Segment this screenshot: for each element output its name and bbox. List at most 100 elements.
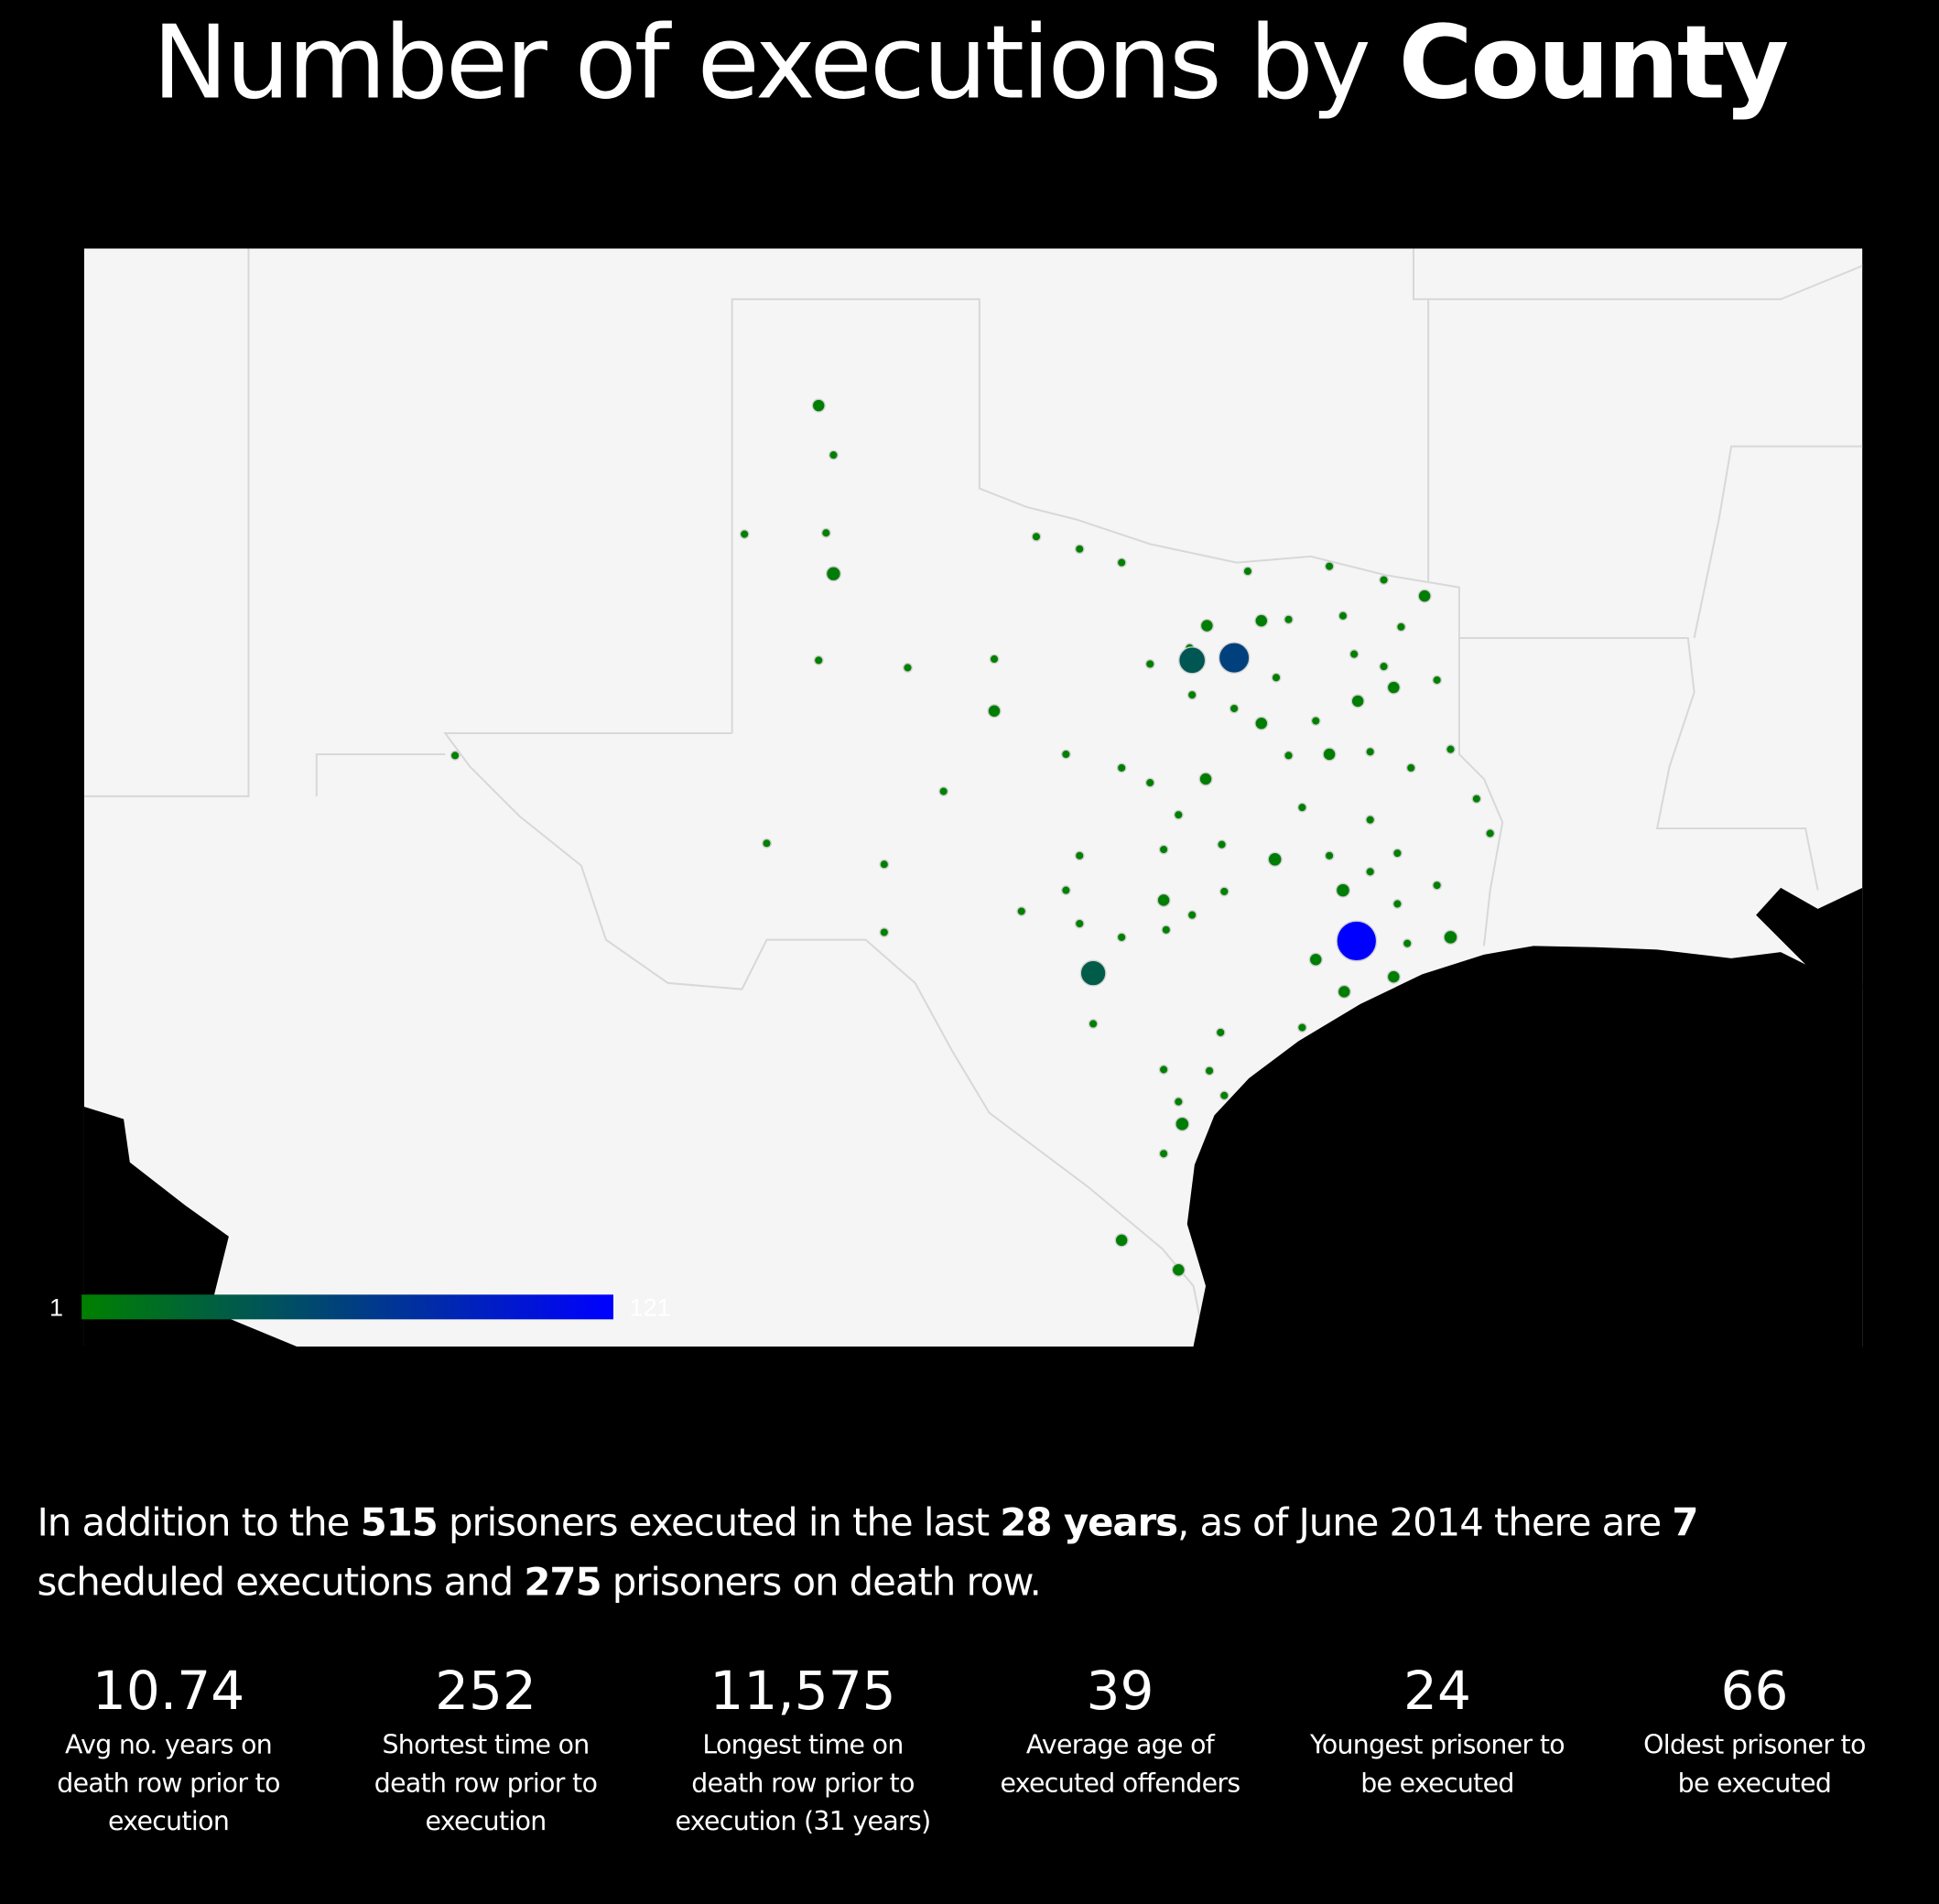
- county-marker[interactable]: [1254, 613, 1269, 628]
- county-marker[interactable]: [1296, 802, 1307, 813]
- county-marker[interactable]: [1175, 1116, 1190, 1131]
- county-marker[interactable]: [1158, 1148, 1169, 1159]
- legend-gradient-bar: [81, 1294, 613, 1320]
- county-marker[interactable]: [1079, 959, 1107, 987]
- county-marker[interactable]: [1204, 1066, 1215, 1076]
- county-marker[interactable]: [1074, 918, 1085, 929]
- county-marker[interactable]: [1031, 531, 1042, 542]
- county-marker[interactable]: [1365, 746, 1376, 757]
- executed-count: 515: [360, 1500, 439, 1546]
- county-marker[interactable]: [1016, 906, 1027, 916]
- years-count: 28 years: [1000, 1500, 1178, 1546]
- county-marker[interactable]: [879, 927, 890, 937]
- county-marker[interactable]: [1417, 589, 1432, 603]
- county-marker[interactable]: [1379, 661, 1389, 672]
- county-marker[interactable]: [938, 786, 949, 796]
- county-marker[interactable]: [1254, 716, 1269, 730]
- county-marker[interactable]: [825, 566, 841, 582]
- county-marker[interactable]: [1324, 850, 1335, 861]
- county-marker[interactable]: [1324, 561, 1335, 572]
- county-marker[interactable]: [987, 704, 1002, 719]
- county-marker[interactable]: [1116, 932, 1127, 943]
- county-marker[interactable]: [1173, 809, 1184, 820]
- county-marker[interactable]: [1365, 815, 1376, 825]
- county-marker[interactable]: [1446, 744, 1456, 754]
- county-marker[interactable]: [1349, 649, 1359, 659]
- title-text: Number of executions by: [152, 5, 1399, 123]
- county-marker[interactable]: [1114, 1233, 1129, 1248]
- county-marker[interactable]: [1402, 938, 1413, 949]
- county-marker[interactable]: [1386, 680, 1401, 695]
- county-marker[interactable]: [813, 654, 824, 665]
- county-marker[interactable]: [1335, 882, 1351, 898]
- county-marker[interactable]: [1161, 925, 1172, 936]
- county-marker[interactable]: [1158, 844, 1169, 855]
- title-emphasis: County: [1398, 5, 1790, 123]
- county-marker[interactable]: [1186, 910, 1197, 920]
- county-marker[interactable]: [1156, 892, 1171, 907]
- county-marker[interactable]: [1432, 675, 1443, 686]
- county-marker[interactable]: [1392, 848, 1403, 859]
- county-marker[interactable]: [739, 529, 750, 539]
- county-marker[interactable]: [1432, 880, 1443, 891]
- county-marker[interactable]: [1242, 566, 1253, 577]
- county-marker[interactable]: [1365, 866, 1376, 877]
- county-marker[interactable]: [1337, 984, 1351, 999]
- county-marker[interactable]: [1392, 899, 1403, 909]
- county-marker[interactable]: [450, 750, 460, 761]
- county-marker[interactable]: [1219, 886, 1229, 897]
- stats-row: 10.74 Avg no. years on death row prior to…: [10, 1657, 1914, 1841]
- county-marker[interactable]: [1173, 1097, 1184, 1107]
- county-marker[interactable]: [1405, 763, 1416, 774]
- county-marker[interactable]: [1229, 703, 1240, 714]
- county-marker[interactable]: [820, 527, 831, 538]
- county-marker[interactable]: [1215, 1027, 1226, 1038]
- county-marker[interactable]: [1396, 622, 1406, 633]
- county-marker[interactable]: [879, 859, 890, 870]
- county-marker[interactable]: [1171, 1262, 1186, 1277]
- county-marker[interactable]: [1144, 658, 1155, 669]
- county-marker[interactable]: [1178, 646, 1207, 675]
- county-marker[interactable]: [1308, 952, 1323, 967]
- county-marker[interactable]: [1379, 575, 1389, 585]
- legend-min-label: 1: [49, 1293, 63, 1321]
- county-marker[interactable]: [1322, 747, 1337, 762]
- county-marker[interactable]: [1144, 777, 1155, 788]
- county-marker[interactable]: [1186, 689, 1197, 700]
- county-map[interactable]: 1 121: [0, 0, 1939, 1484]
- county-marker[interactable]: [1218, 642, 1251, 674]
- county-marker[interactable]: [1485, 828, 1496, 838]
- scheduled-count: 7: [1672, 1500, 1698, 1546]
- county-marker[interactable]: [1116, 557, 1127, 568]
- stat-label: Oldest prisoner to be executed: [1643, 1729, 1866, 1799]
- county-marker[interactable]: [1074, 850, 1085, 861]
- county-marker[interactable]: [762, 838, 772, 849]
- county-marker[interactable]: [1217, 839, 1227, 849]
- county-marker[interactable]: [1471, 794, 1482, 805]
- county-marker[interactable]: [1158, 1065, 1169, 1075]
- county-marker[interactable]: [1336, 920, 1378, 962]
- county-marker[interactable]: [1267, 851, 1283, 867]
- county-marker[interactable]: [989, 654, 1000, 665]
- county-marker[interactable]: [1074, 544, 1085, 555]
- county-marker[interactable]: [1219, 1090, 1229, 1101]
- county-marker[interactable]: [1060, 885, 1071, 895]
- county-marker[interactable]: [1060, 749, 1071, 760]
- county-marker[interactable]: [1116, 763, 1127, 774]
- county-marker[interactable]: [1199, 618, 1214, 633]
- county-marker[interactable]: [1271, 672, 1282, 683]
- county-marker[interactable]: [1350, 694, 1365, 709]
- county-marker[interactable]: [1310, 716, 1321, 726]
- county-marker[interactable]: [1284, 750, 1294, 761]
- county-marker[interactable]: [1198, 772, 1213, 786]
- county-marker[interactable]: [903, 663, 913, 673]
- county-marker[interactable]: [1338, 611, 1349, 622]
- county-marker[interactable]: [1088, 1019, 1099, 1029]
- county-marker[interactable]: [1386, 969, 1401, 984]
- county-marker[interactable]: [1296, 1022, 1307, 1033]
- county-marker[interactable]: [829, 449, 839, 460]
- county-marker[interactable]: [1284, 614, 1294, 625]
- county-marker[interactable]: [811, 398, 826, 413]
- county-marker[interactable]: [1443, 929, 1458, 946]
- summary-text: In addition to the 515 prisoners execute…: [38, 1494, 1892, 1613]
